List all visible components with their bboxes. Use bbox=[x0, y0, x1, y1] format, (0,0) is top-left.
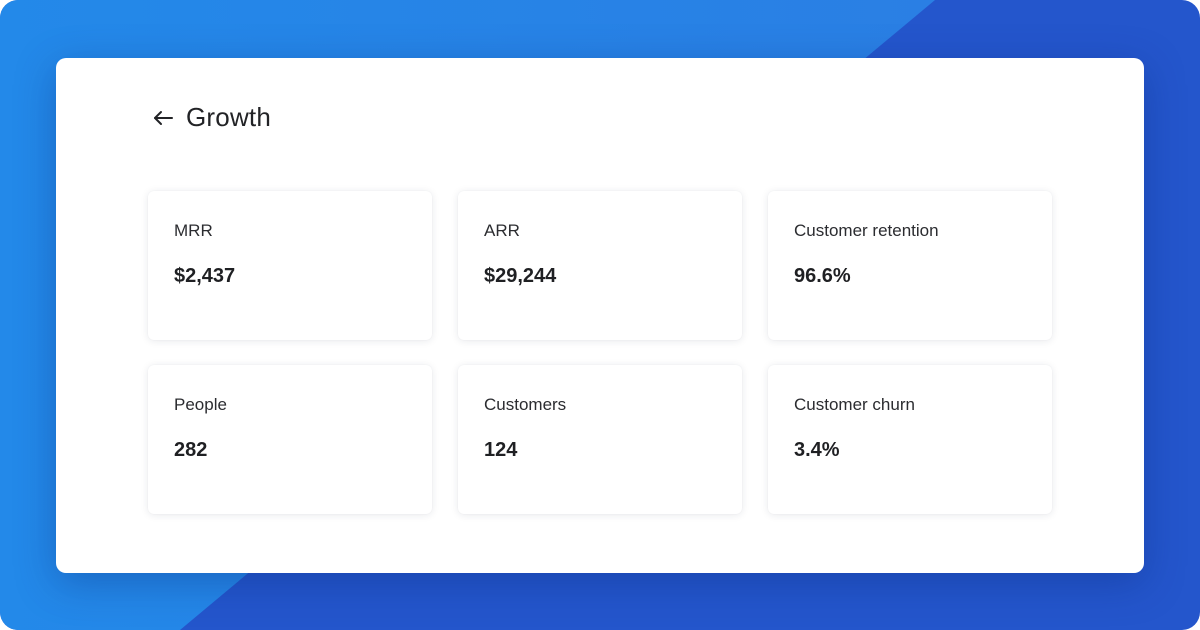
metric-card-people[interactable]: People 282 bbox=[148, 365, 432, 514]
growth-panel: Growth MRR $2,437 ARR $29,244 Customer r… bbox=[56, 58, 1144, 573]
metric-label: ARR bbox=[484, 221, 520, 240]
metric-value: 3.4% bbox=[794, 439, 840, 461]
metric-label: Customer churn bbox=[794, 395, 915, 414]
page-title: Growth bbox=[186, 102, 272, 132]
metric-value: 124 bbox=[484, 439, 518, 461]
metric-card-customer-churn[interactable]: Customer churn 3.4% bbox=[768, 365, 1052, 514]
metric-label: Customers bbox=[484, 395, 567, 414]
metric-card-customer-retention[interactable]: Customer retention 96.6% bbox=[768, 191, 1052, 340]
metric-card-arr[interactable]: ARR $29,244 bbox=[458, 191, 742, 340]
metric-value: 96.6% bbox=[794, 265, 851, 287]
metrics-grid: MRR $2,437 ARR $29,244 Customer retentio… bbox=[148, 191, 1052, 514]
metric-card-mrr[interactable]: MRR $2,437 bbox=[148, 191, 432, 340]
arrow-left-icon[interactable] bbox=[150, 105, 176, 131]
metric-value: 282 bbox=[174, 439, 208, 461]
page-header: Growth bbox=[150, 102, 271, 133]
metric-label: Customer retention bbox=[794, 221, 939, 240]
metric-card-customers[interactable]: Customers 124 bbox=[458, 365, 742, 514]
metric-value: $29,244 bbox=[484, 265, 557, 287]
metric-label: MRR bbox=[174, 221, 213, 240]
metric-label: People bbox=[174, 395, 227, 414]
metric-value: $2,437 bbox=[174, 265, 236, 287]
